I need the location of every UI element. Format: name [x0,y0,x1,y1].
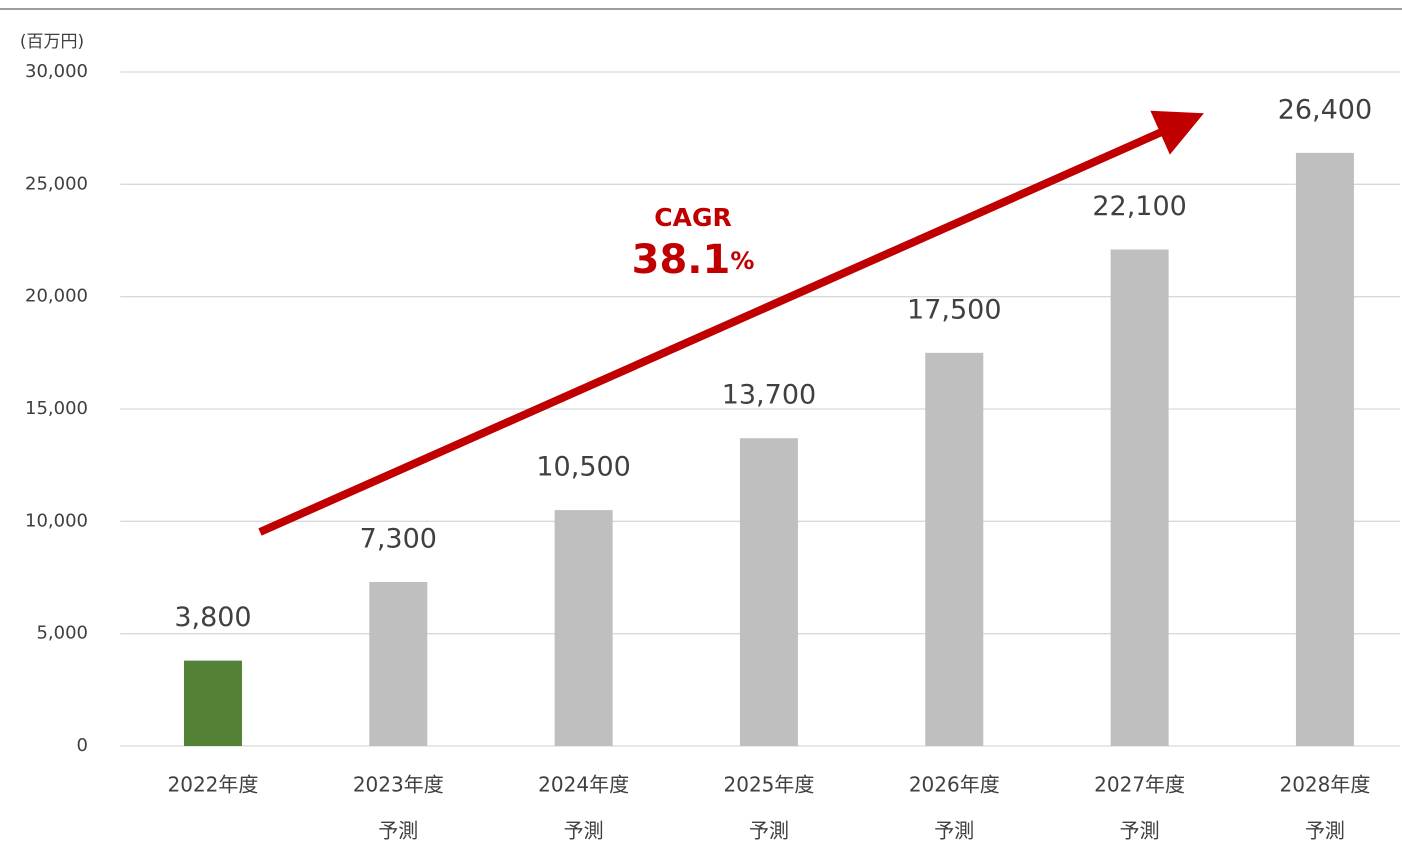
annotation-number: 38.1 [632,237,731,283]
data-label: 22,100 [1092,191,1186,222]
y-tick-label: 30,000 [25,61,88,82]
annotation-value: 38.1% [632,237,755,283]
bar [1110,249,1169,746]
annotation-title: CAGR [654,203,731,232]
x-tick-label: 2024年度 [538,773,629,797]
data-label: 13,700 [722,380,816,411]
bar [554,510,613,746]
y-axis-label: (百万円) [20,32,84,52]
x-tick-label: 予測 [749,819,789,843]
x-tick-label: 予測 [1120,819,1160,843]
x-tick-label: 2022年度 [168,773,259,797]
bar [925,352,984,746]
data-label: 7,300 [360,523,437,554]
trend-arrow [258,110,1204,536]
y-tick-label: 5,000 [36,623,88,644]
y-tick-label: 20,000 [25,286,88,307]
y-tick-label: 15,000 [25,398,88,419]
data-label: 3,800 [174,602,251,633]
x-tick-label: 予測 [378,819,418,843]
bar [739,438,798,746]
x-tick-label: 予測 [934,819,974,843]
bar [369,581,428,746]
data-label: 17,500 [907,294,1001,325]
y-tick-label: 10,000 [25,510,88,531]
annotation-suffix: % [730,247,754,275]
x-tick-label: 予測 [1305,819,1345,843]
x-tick-label: 2028年度 [1279,773,1370,797]
x-tick-label: 予測 [564,819,604,843]
data-label: 26,400 [1278,94,1372,125]
x-tick-label: 2025年度 [724,773,815,797]
x-tick-label: 2026年度 [909,773,1000,797]
x-tick-label: 2027年度 [1094,773,1185,797]
bar [183,660,242,746]
x-tick-label: 2023年度 [353,773,444,797]
y-tick-label: 25,000 [25,173,88,194]
y-tick-label: 0 [77,735,88,756]
data-label: 10,500 [536,452,630,483]
bar [1295,152,1354,746]
plot: 0 5,000 10,000 15,000 20,000 25,000 30,000 3,80… [25,61,1400,843]
